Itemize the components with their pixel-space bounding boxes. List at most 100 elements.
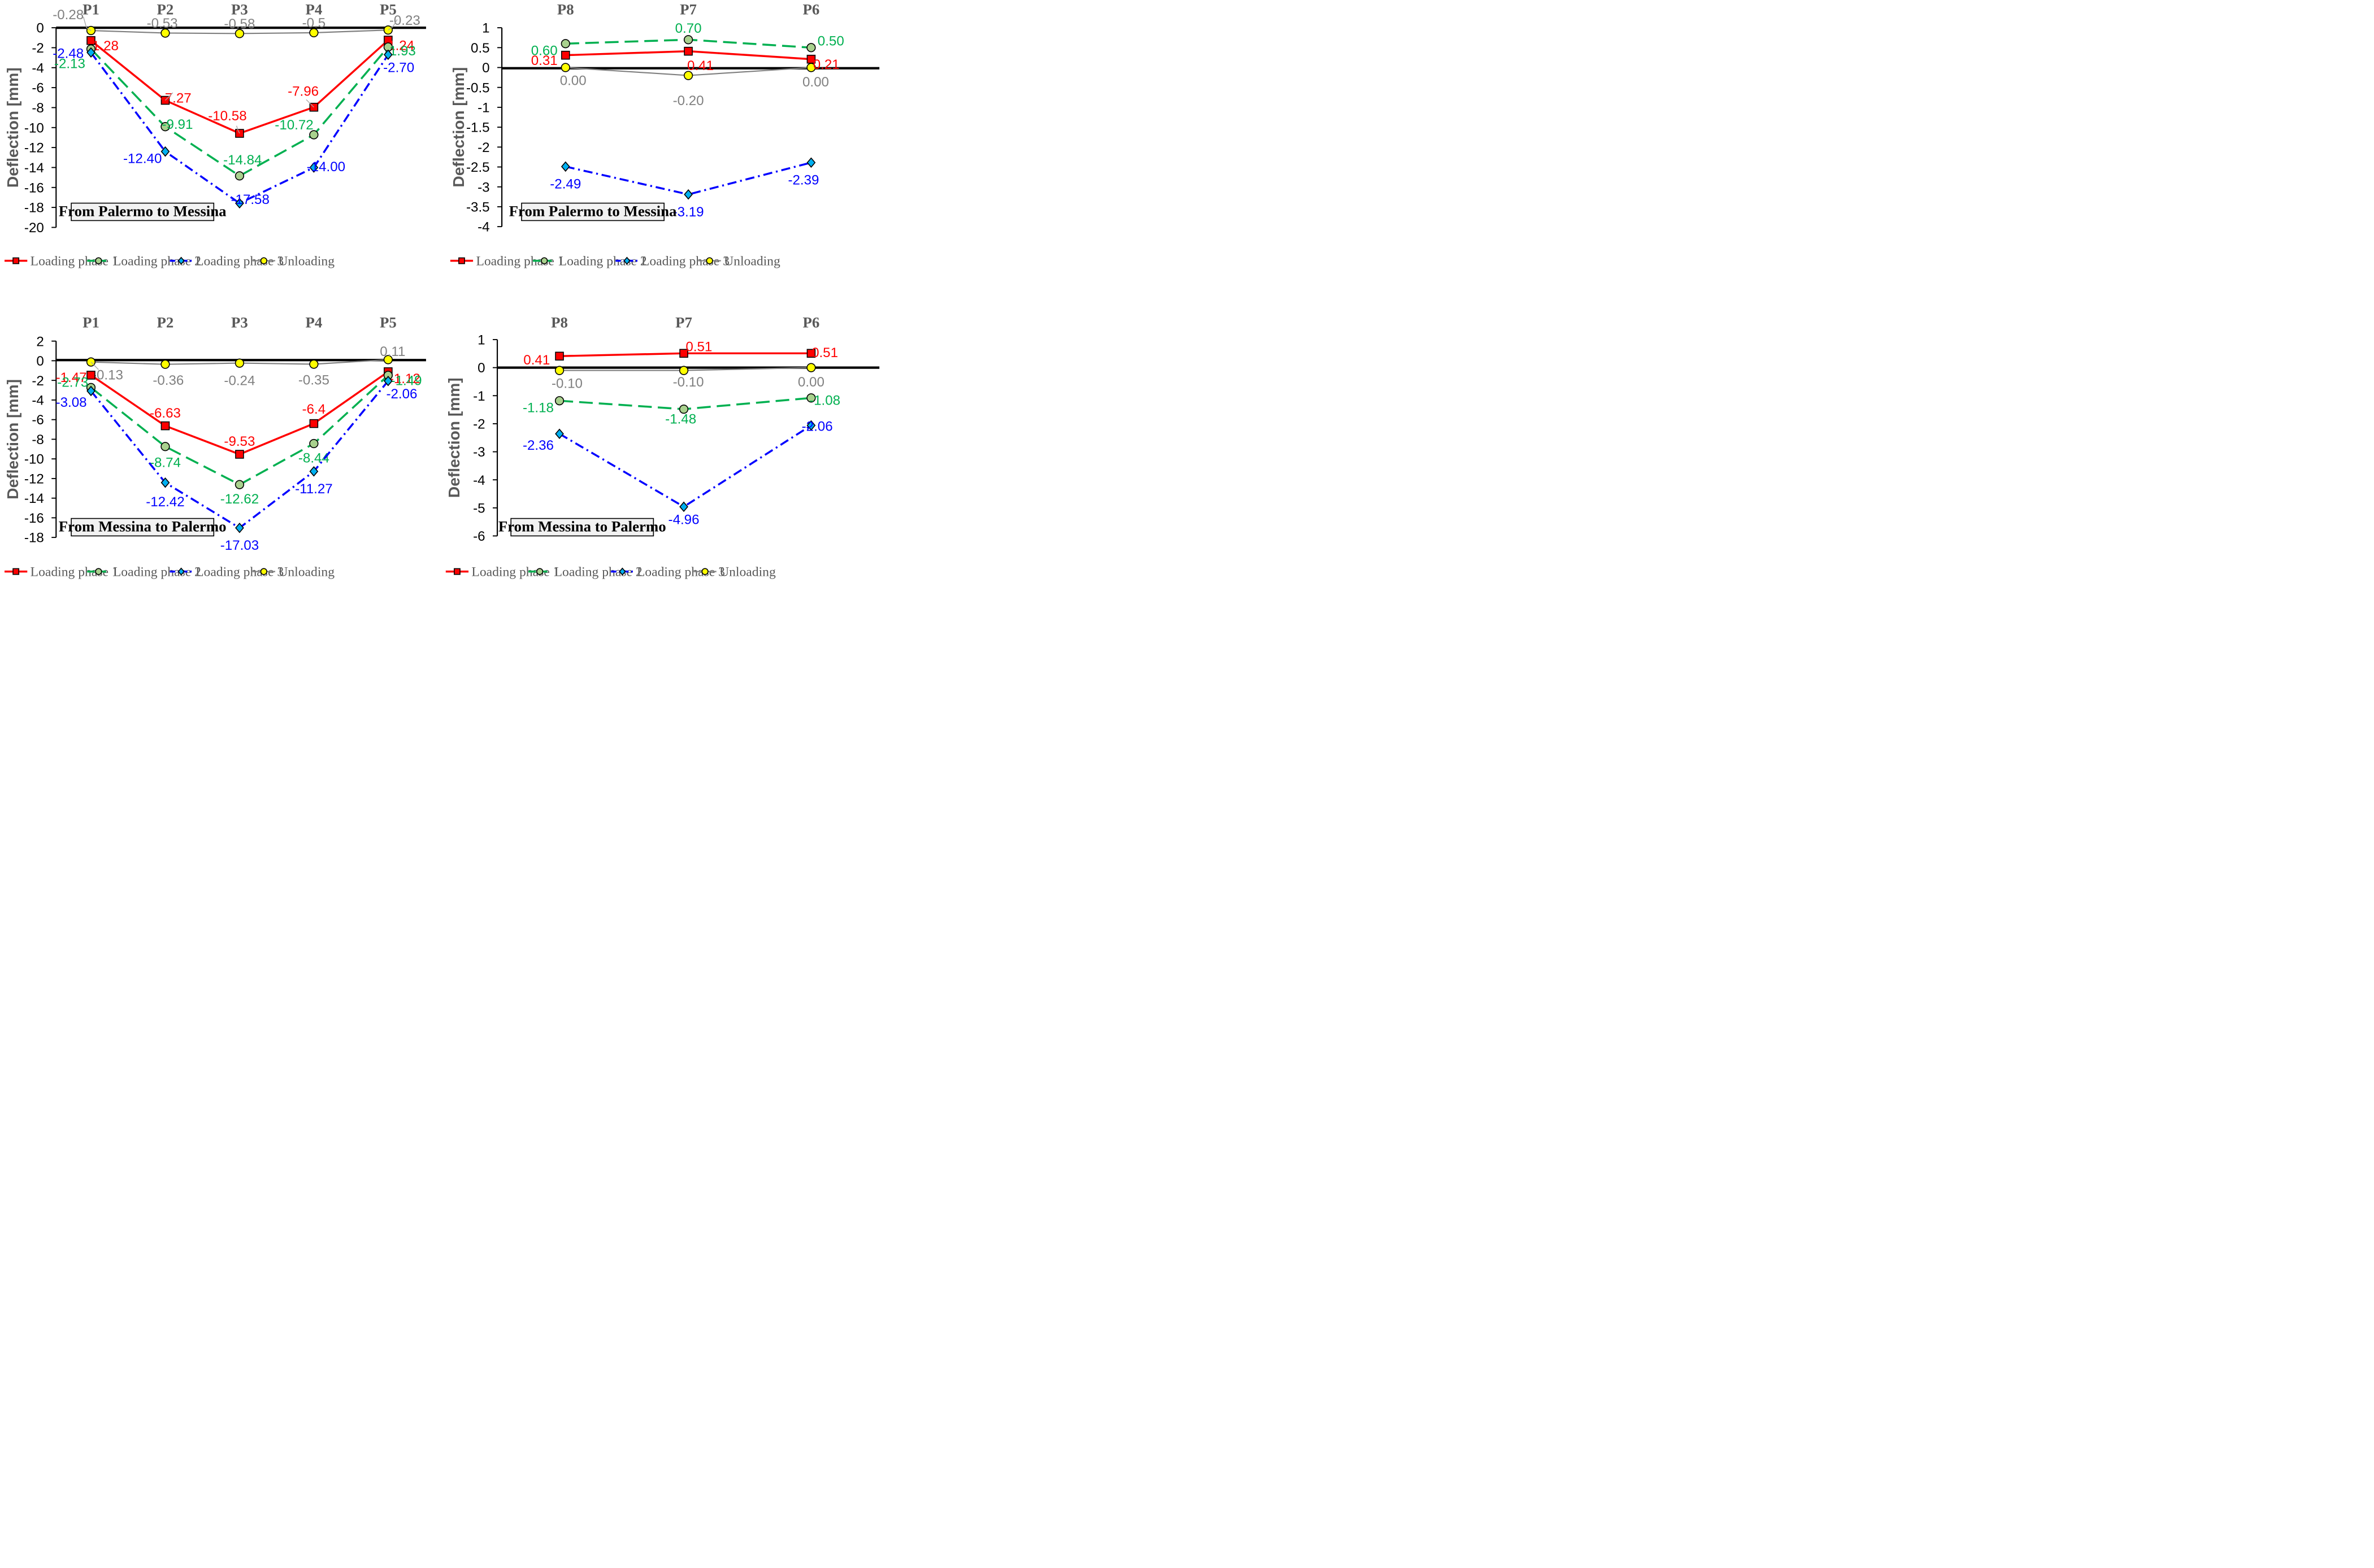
data-label: -10.72 <box>275 118 313 133</box>
data-point <box>160 477 170 488</box>
annotation-text: From Messina to Palermo <box>498 518 666 535</box>
y-tick-label: -4 <box>32 393 44 408</box>
annotation-box <box>510 518 654 537</box>
category-label: P8 <box>557 1 574 18</box>
y-tick-label: -14 <box>24 160 44 176</box>
data-point <box>235 480 245 489</box>
y-tick-label: 1 <box>482 21 489 36</box>
y-tick-label: -18 <box>24 201 44 216</box>
series-1: 0.31 0.41 0.21 <box>531 46 840 73</box>
legend-label: Unloading <box>278 565 335 580</box>
data-point <box>309 359 319 369</box>
data-point <box>235 171 245 181</box>
category-label: P3 <box>231 314 248 331</box>
data-label: -2.73 <box>57 375 88 390</box>
y-tick-label: -6 <box>473 529 485 544</box>
y-tick-label: -6 <box>32 412 44 428</box>
category-label: P3 <box>231 1 248 18</box>
y-tick-label: -0.5 <box>466 80 490 95</box>
data-label: -2.06 <box>386 386 417 402</box>
data-label: -8.74 <box>150 455 181 470</box>
data-point <box>309 28 319 38</box>
data-label: -11.27 <box>295 481 333 497</box>
data-label: -1.48 <box>665 412 696 427</box>
y-tick-label: 0.5 <box>471 41 490 56</box>
category-label: P1 <box>83 1 99 18</box>
series-4: -0.10 -0.10 0.00 <box>552 363 824 391</box>
y-tick-label: -2 <box>32 373 44 389</box>
data-point <box>383 49 393 60</box>
data-point <box>160 146 170 157</box>
y-axis-label: Deflection [mm] <box>449 67 467 188</box>
data-label: -0.24 <box>224 373 255 388</box>
category-label: P7 <box>675 314 692 331</box>
data-point <box>561 63 570 72</box>
series-2: -2.13-9.91-14.84-10.72-1.93 <box>54 42 416 181</box>
y-axis-label: Deflection [mm] <box>3 379 21 499</box>
data-label: 0.51 <box>685 339 712 354</box>
legend-marker <box>706 257 713 264</box>
data-label: 0.50 <box>818 33 844 49</box>
data-point <box>383 355 393 364</box>
data-point <box>160 122 170 132</box>
data-label: -0.13 <box>92 368 123 383</box>
data-point <box>309 438 319 449</box>
legend-marker <box>454 568 461 575</box>
chart-panel-3: 2 0 -2 -4 -6 -8 -10 -12 -14 -16 -18 Deflection [mm]… <box>3 314 426 580</box>
chart-panel-1: 0 -2 -4 -6 -8 -10 -12 -14 -16 -18 -20 Deflection [m… <box>3 1 426 269</box>
series-2: 0.60 0.70 0.50 <box>531 21 844 58</box>
data-label: -0.35 <box>298 373 329 388</box>
data-point <box>309 419 319 428</box>
category-label: P4 <box>305 1 322 18</box>
data-label: -0.20 <box>673 93 704 108</box>
series-line <box>90 375 389 486</box>
y-tick-label: -5 <box>473 501 485 516</box>
data-point <box>683 35 693 45</box>
data-label: -0.10 <box>552 376 583 391</box>
data-point <box>684 46 693 56</box>
category-label: P6 <box>802 1 819 18</box>
data-label: -17.58 <box>231 192 269 207</box>
annotation-box <box>521 202 665 221</box>
data-label: -2.36 <box>523 438 554 453</box>
data-point <box>160 28 170 38</box>
legend-marker <box>12 257 20 264</box>
data-label: 0.70 <box>675 21 702 36</box>
data-point <box>806 393 816 403</box>
leader-line <box>83 16 92 31</box>
data-label: -10.58 <box>208 108 246 124</box>
y-tick-label: 0 <box>36 354 44 369</box>
leader-line <box>236 125 240 134</box>
legend-marker <box>619 567 626 576</box>
legend-label: Loading phase 2 <box>113 254 201 269</box>
data-label: -9.53 <box>224 434 255 449</box>
data-label: -0.10 <box>673 375 704 390</box>
data-point <box>86 47 96 58</box>
y-tick-label: -16 <box>24 511 44 526</box>
data-point <box>806 157 816 168</box>
y-tick-label: -4 <box>473 473 485 488</box>
legend-marker <box>541 257 548 264</box>
data-point <box>679 501 688 512</box>
category-label: P2 <box>157 1 174 18</box>
data-label: -2.49 <box>550 177 581 192</box>
legend-label: Loading phase 2 <box>554 565 643 580</box>
series-line <box>90 46 389 177</box>
data-label: -0.5 <box>302 16 326 31</box>
y-axis-label: Deflection [mm] <box>3 67 21 188</box>
legend-marker <box>260 568 267 575</box>
data-label: -9.91 <box>162 117 193 132</box>
series-4: 0.00 -0.20 0.00 <box>560 63 829 108</box>
series-2: -1.18 -1.48 -1.08 <box>523 393 840 427</box>
y-tick-label: -1 <box>473 389 485 404</box>
data-label: -0.28 <box>53 7 84 23</box>
leader-line <box>306 99 314 108</box>
y-tick-label: -20 <box>24 220 44 236</box>
data-label: -2.06 <box>802 419 833 434</box>
annotation-box <box>71 518 215 537</box>
data-point <box>235 523 244 533</box>
category-label: P6 <box>802 314 819 331</box>
y-tick-label: -4 <box>32 60 44 76</box>
series-1: -1.28-7.27-10.58-7.96-1.24 <box>86 36 414 138</box>
